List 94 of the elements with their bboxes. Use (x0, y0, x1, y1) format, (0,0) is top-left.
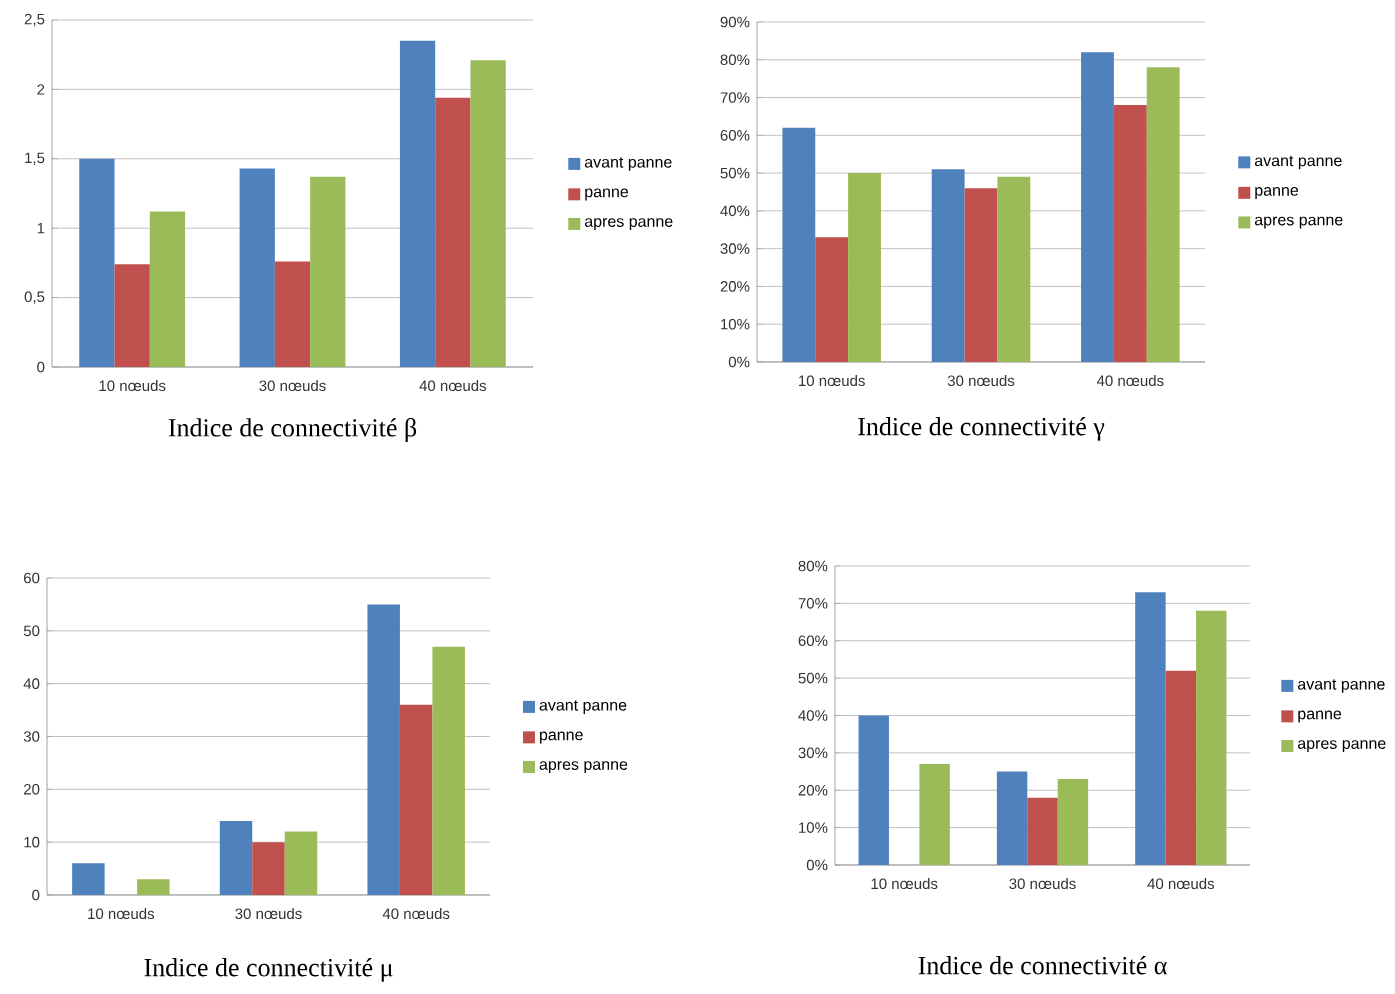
bar (919, 764, 950, 865)
bar (252, 842, 285, 895)
y-tick-label: 50 (23, 625, 40, 637)
bar (367, 604, 400, 895)
bar (1146, 67, 1180, 362)
x-tick-label: 30 nœuds (1009, 878, 1076, 890)
y-tick-label: 60 (24, 572, 40, 584)
y-tick-label: 80% (798, 560, 828, 572)
y-tick-label: 30% (720, 243, 750, 254)
legend-label: panne (1255, 187, 1299, 199)
x-tick-label: 10 nœuds (871, 878, 938, 890)
text: Indice de connectivité β (168, 418, 417, 442)
y-tick-label: 80% (720, 54, 750, 66)
bar (815, 237, 849, 362)
y-tick-label: 1 (37, 223, 45, 234)
y-tick-label: 90% (720, 16, 750, 28)
bar (997, 176, 1031, 362)
y-tick-label: 30 (23, 731, 40, 742)
y-tick-label: 20% (798, 784, 828, 796)
text: Indice de connectivité γ (858, 417, 1105, 441)
x-tick-label: 10 nœuds (99, 380, 166, 392)
bar (782, 127, 816, 362)
y-tick-label: 20 (24, 784, 40, 795)
y-tick-label: 0% (728, 356, 750, 368)
bar (432, 646, 465, 895)
y-tick-label: 1,5 (25, 152, 45, 165)
legend-label: apres panne (539, 761, 628, 774)
y-tick-label: 0,5 (24, 291, 45, 304)
y-tick-label: 0 (32, 889, 40, 901)
bar (848, 173, 881, 362)
bar (1165, 670, 1197, 865)
y-tick-label: 0 (37, 361, 45, 373)
y-tick-label: 20% (720, 281, 750, 292)
bar (1081, 52, 1114, 362)
x-tick-label: 40 nœuds (382, 908, 450, 920)
bar (1027, 797, 1058, 865)
bar (137, 879, 170, 895)
legend-label: panne (540, 731, 583, 744)
legend-label: avant panne (539, 700, 627, 714)
bar (114, 264, 150, 367)
bar (399, 40, 436, 367)
bar (996, 771, 1028, 865)
y-tick-label: 10% (721, 318, 750, 330)
legend-label: panne (1298, 710, 1342, 723)
x-tick-label: 30 nœuds (235, 908, 302, 920)
bar (470, 60, 506, 367)
bar (219, 821, 253, 895)
bar (79, 158, 115, 367)
x-tick-label: 30 nœuds (259, 380, 326, 392)
y-tick-label: 40% (798, 710, 828, 721)
y-tick-label: 40 (23, 678, 40, 689)
legend-label: apres panne (1298, 740, 1386, 753)
y-tick-label: 60% (720, 130, 750, 141)
legend-label: avant panne (1298, 679, 1385, 693)
bar (435, 97, 471, 367)
x-tick-label: 40 nœuds (419, 380, 487, 392)
y-tick-label: 2,5 (24, 13, 45, 27)
legend-label: apres panne (584, 218, 673, 231)
bar (858, 715, 889, 865)
legend-label: avant panne (1254, 155, 1342, 170)
bar (931, 169, 965, 362)
bar (1113, 105, 1147, 362)
x-tick-label: 40 nœuds (1096, 375, 1164, 387)
y-tick-label: 0% (806, 859, 828, 871)
y-tick-label: 70% (720, 92, 750, 103)
bar (1057, 779, 1089, 865)
x-tick-label: 10 nœuds (88, 908, 155, 920)
text: Indice de connectivité α (918, 956, 1167, 975)
x-tick-label: 40 nœuds (1147, 878, 1215, 890)
bar (149, 211, 186, 367)
y-tick-label: 40% (720, 205, 750, 217)
bar (310, 176, 346, 367)
bar (1196, 610, 1227, 865)
bar (1135, 592, 1166, 865)
legend-label: panne (585, 188, 629, 201)
y-tick-label: 50% (798, 672, 828, 684)
text: Indice de connectivité μ (144, 958, 393, 982)
bar (72, 863, 105, 895)
y-tick-label: 2 (37, 84, 45, 95)
bar (274, 261, 311, 367)
y-tick-label: 10% (799, 822, 828, 833)
legend-label: apres panne (1254, 216, 1343, 229)
bar (964, 188, 998, 362)
y-tick-label: 70% (798, 598, 828, 609)
y-tick-label: 50% (720, 167, 750, 179)
y-tick-label: 10 (24, 836, 40, 848)
bar (399, 704, 433, 895)
y-tick-label: 30% (798, 747, 828, 759)
x-tick-label: 30 nœuds (947, 375, 1015, 387)
bar (239, 168, 275, 367)
legend-label: avant panne (584, 157, 672, 171)
bar (284, 831, 318, 895)
y-tick-label: 60% (798, 635, 828, 647)
x-tick-label: 10 nœuds (799, 375, 865, 387)
